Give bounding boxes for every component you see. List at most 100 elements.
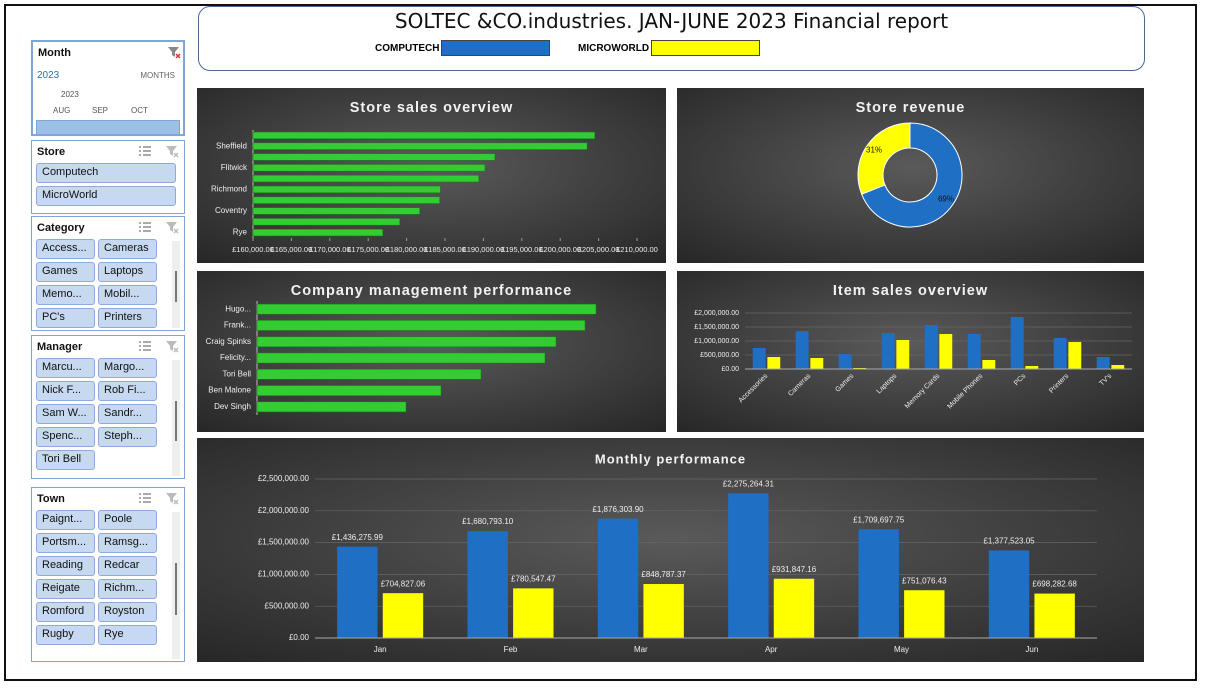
slicer-item[interactable]: Reading: [36, 556, 95, 576]
x-tick-label: £190,000.00: [463, 245, 505, 254]
x-tick-label: £175,000.00: [347, 245, 389, 254]
bar: [256, 352, 546, 364]
slicer-title: Category: [37, 222, 85, 234]
timeline-period-year: 2023: [61, 90, 79, 99]
slicer-item[interactable]: Sam W...: [36, 404, 95, 424]
slicer-item[interactable]: Steph...: [98, 427, 157, 447]
slicer-item[interactable]: Rye: [98, 625, 157, 645]
slicer-item[interactable]: Games: [36, 262, 95, 282]
slicer-title: Town: [37, 493, 65, 505]
slicer-item[interactable]: Redcar: [98, 556, 157, 576]
slicer-item[interactable]: Reigate: [36, 579, 95, 599]
scrollbar[interactable]: [172, 512, 180, 659]
x-tick-label: Jun: [1025, 645, 1038, 654]
bar: [256, 303, 597, 315]
category-label: Sheffield: [216, 141, 247, 150]
slicer-item[interactable]: Memo...: [36, 285, 95, 305]
slicer-item[interactable]: Ramsg...: [98, 533, 157, 553]
slicer-item[interactable]: Access...: [36, 239, 95, 259]
legend-swatch: [651, 40, 761, 56]
slicer-icon-set[interactable]: [138, 339, 182, 353]
slicer-icon-set[interactable]: [138, 491, 182, 505]
slicer-item[interactable]: Laptops: [98, 262, 157, 282]
x-tick-label: £185,000.00: [424, 245, 466, 254]
bar: [810, 357, 824, 369]
timeline-month: SEP: [92, 106, 109, 115]
slicer-icon-set[interactable]: [138, 220, 182, 234]
chart-panel: Company management performance Hugo... Fra…: [197, 271, 666, 432]
data-label: £780,547.47: [511, 574, 556, 583]
slicer-item[interactable]: Cameras: [98, 239, 157, 259]
bar: [256, 368, 482, 380]
slicer-item[interactable]: PC's: [36, 308, 95, 328]
category-label: Richmond: [211, 185, 247, 194]
bar: [924, 325, 938, 369]
slicer-item[interactable]: Nick F...: [36, 381, 95, 401]
x-tick-label: Mar: [634, 645, 648, 654]
y-tick-label: £0.00: [721, 366, 739, 373]
bar: [252, 207, 420, 215]
y-tick-label: £500,000.00: [700, 352, 739, 359]
slicer-item[interactable]: Sandr...: [98, 404, 157, 424]
chart-title: Store revenue: [856, 100, 966, 116]
scroll-thumb: [175, 563, 177, 615]
slicer[interactable]: Store Computech MicroWorld: [31, 140, 185, 214]
slicer[interactable]: Manager Marcu... Margo... Nick F... Rob Fi..…: [31, 335, 185, 479]
slicer-item[interactable]: Marcu...: [36, 358, 95, 378]
data-label: £751,076.43: [902, 576, 947, 585]
timeline-months: AUG SEP OCT: [53, 106, 170, 115]
slicer-item[interactable]: Richm...: [98, 579, 157, 599]
data-label: £1,377,523.05: [983, 536, 1035, 545]
slicer-item[interactable]: Portsm...: [36, 533, 95, 553]
slicer-item[interactable]: Computech: [36, 163, 176, 183]
doughnut-slice: [857, 122, 911, 195]
slicer[interactable]: Town Paignt... Poole Portsm... Ramsg... Readi…: [31, 487, 185, 662]
slicer-item[interactable]: Rob Fi...: [98, 381, 157, 401]
chart-panel: Monthly performance £0.00 £500,000.00 £1,00…: [197, 438, 1144, 662]
bar: [853, 367, 867, 369]
slicer-item[interactable]: Mobil...: [98, 285, 157, 305]
slicer-item[interactable]: Spenc...: [36, 427, 95, 447]
scroll-thumb: [175, 400, 177, 442]
bar: [256, 320, 586, 331]
slicer-icon-set[interactable]: [138, 144, 182, 158]
category-label: Coventry: [215, 206, 247, 215]
x-tick-label: Jan: [374, 645, 387, 654]
chart-panel: Item sales overview £0.00 £500,000.00 £1,00…: [677, 271, 1144, 432]
legend-label: MICROWORLD: [578, 42, 650, 54]
scrollbar[interactable]: [172, 360, 180, 476]
slicer-item[interactable]: Romford: [36, 602, 95, 622]
x-tick-label: £200,000.00: [539, 245, 581, 254]
bar: [904, 590, 945, 638]
slicer-item[interactable]: Tori Bell: [36, 450, 95, 470]
slicer-icons: [138, 220, 182, 239]
slicer-item[interactable]: Royston: [98, 602, 157, 622]
x-tick-label: Apr: [765, 645, 778, 654]
slicer-item[interactable]: Margo...: [98, 358, 157, 378]
clear-filter-icon[interactable]: [167, 45, 181, 59]
bar: [252, 196, 440, 204]
y-tick-label: £500,000.00: [265, 601, 310, 610]
bar: [256, 336, 557, 348]
bar: [1111, 364, 1125, 369]
category-label: Rye: [233, 228, 248, 237]
slicer-item[interactable]: MicroWorld: [36, 186, 176, 206]
bar: [982, 360, 996, 369]
slicer-item[interactable]: Rugby: [36, 625, 95, 645]
y-tick-label: £0.00: [289, 633, 310, 642]
slicer[interactable]: Category Access... Cameras Games Laptops Memo…: [31, 216, 185, 331]
bar: [256, 401, 407, 413]
category-label: Tori Bell: [223, 369, 252, 378]
data-label: £704,827.06: [381, 579, 426, 588]
slicer-icons: [138, 339, 182, 358]
timeline-bar[interactable]: [36, 120, 180, 134]
timeline-level[interactable]: MONTHS: [140, 71, 175, 80]
slicer-item[interactable]: Poole: [98, 510, 157, 530]
legend-swatch: [441, 40, 551, 56]
month-slicer[interactable]: Month 2023 MONTHS 2023 AUG SEP OCT: [31, 40, 185, 136]
slicer-item[interactable]: Printers: [98, 308, 157, 328]
category-label: Flitwick: [221, 163, 248, 172]
x-tick-label: £180,000.00: [386, 245, 428, 254]
slicer-item[interactable]: Paignt...: [36, 510, 95, 530]
scrollbar[interactable]: [172, 241, 180, 328]
